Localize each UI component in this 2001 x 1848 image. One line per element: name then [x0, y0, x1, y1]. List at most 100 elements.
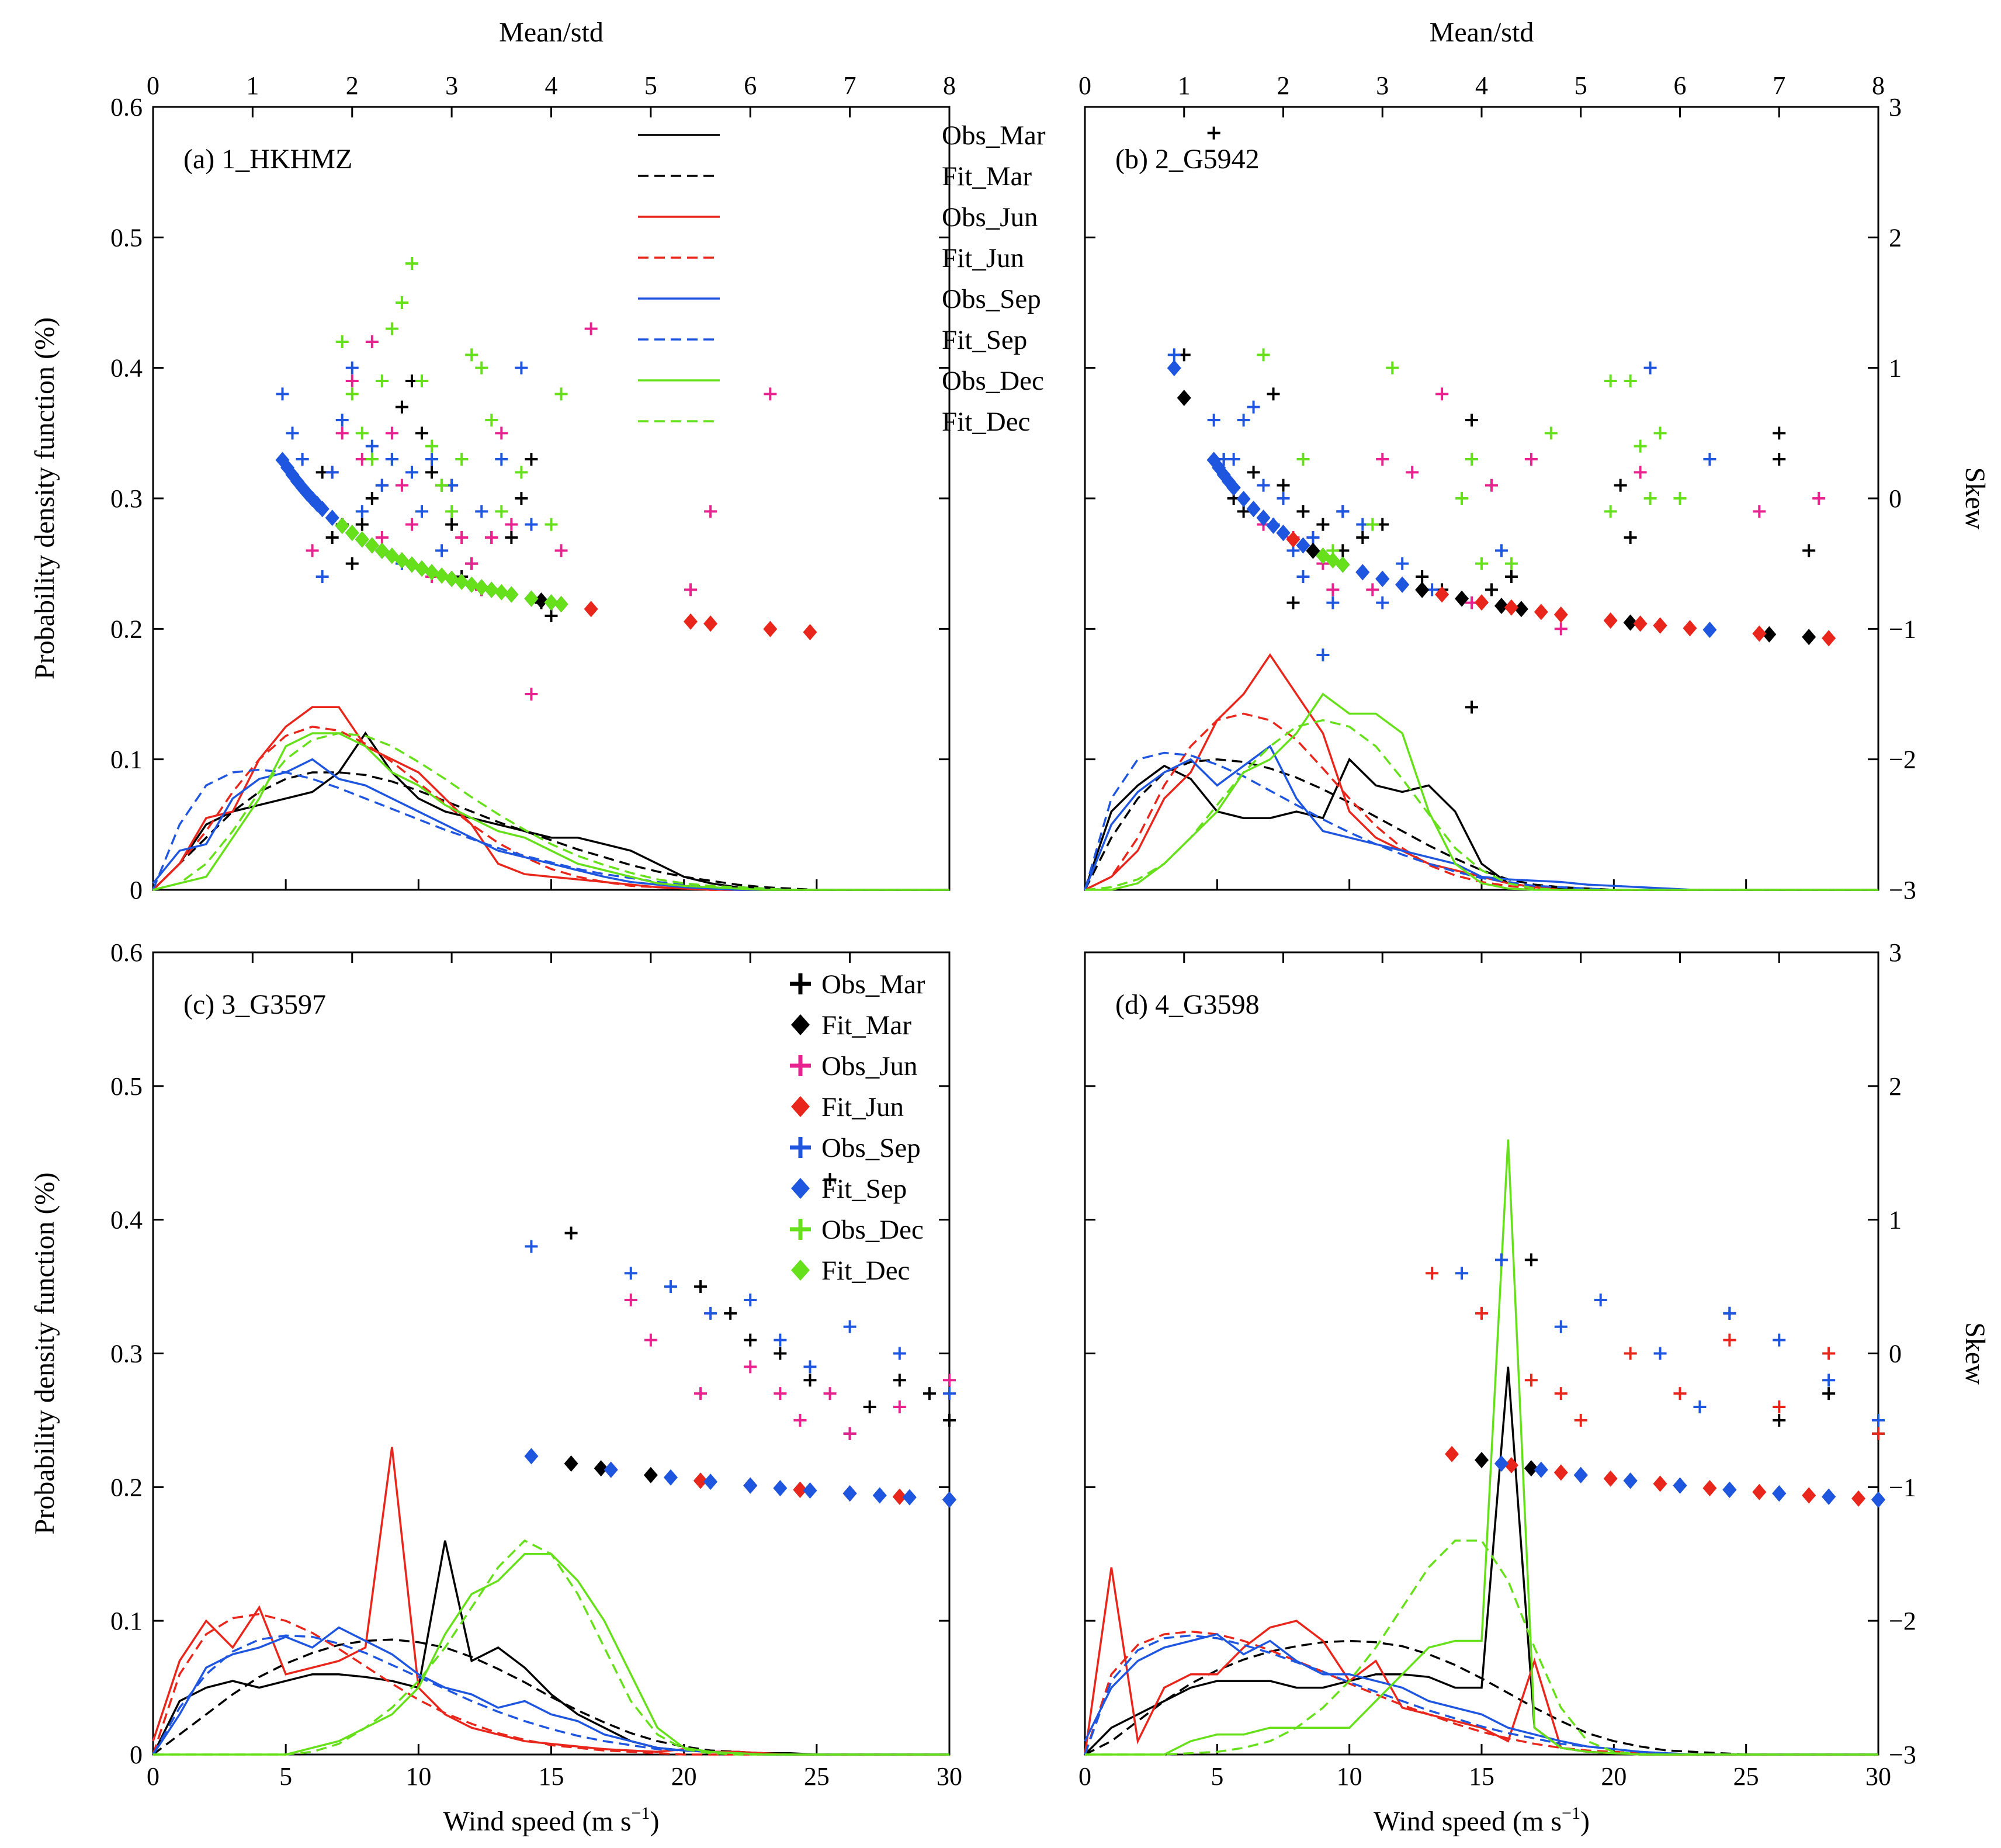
skew-obs-point: [405, 518, 418, 531]
panel-2: 0 1 2 3 4 5 6 7 8 −3 −2 −1 0 1 2 3 Mean/std Skew (b) 2_G59…: [1078, 17, 1990, 904]
x-tick-label: 0: [1078, 1762, 1091, 1791]
skew-fit-point: [355, 531, 369, 548]
y2-tick-label: −3: [1889, 876, 1916, 904]
skew-obs-point: [385, 453, 398, 466]
skew-obs-point: [525, 518, 538, 531]
skew-obs-point: [564, 1226, 578, 1240]
x2-tick-label: 0: [1078, 71, 1091, 100]
x2-tick-label: 8: [1872, 71, 1885, 100]
pdf-line-obs_dec: [152, 732, 949, 891]
skew-fit-point: [1702, 1480, 1717, 1497]
skew-obs-point: [1326, 596, 1340, 609]
skew-obs-point: [554, 387, 568, 401]
skew-fit-point: [524, 590, 539, 607]
skew-fit-point: [663, 1469, 678, 1486]
skew-obs-point: [1624, 375, 1637, 387]
y-tick-label: 0.1: [110, 746, 143, 774]
pdf-line-obs_mar: [152, 731, 949, 891]
pdf-line-obs_sep: [1084, 1633, 1878, 1756]
skew-fit-point: [1534, 604, 1548, 620]
skew-fit-point: [365, 537, 379, 554]
skew-obs-point: [1167, 348, 1181, 362]
skew-obs-point: [1693, 1400, 1707, 1414]
legend-item-fit_dec: Fit_Dec: [791, 1256, 910, 1286]
skew-fit-point: [1266, 517, 1281, 534]
x-tick-label: 10: [1337, 1762, 1362, 1791]
skew-obs-point: [1822, 1347, 1836, 1360]
skew-obs-point: [445, 518, 459, 531]
skew-obs-point: [415, 375, 429, 387]
skew-fit-point: [1802, 1487, 1816, 1504]
skew-obs-point: [1703, 453, 1716, 466]
skew-fit-point: [1306, 542, 1320, 559]
skew-obs-point: [335, 427, 349, 440]
skew-obs-point: [1872, 1413, 1885, 1427]
legend-diamond: [791, 1178, 810, 1199]
skew-obs-point: [1594, 1293, 1607, 1306]
skew-fit-point: [494, 584, 509, 601]
skew-obs-point: [485, 414, 498, 427]
legend-diamond: [791, 1014, 810, 1035]
skew-obs-point: [1604, 505, 1617, 518]
y2-tick-label: −3: [1889, 1740, 1916, 1769]
skew-fit-point: [1683, 620, 1697, 637]
x-axis-label-sup: −1: [1562, 1804, 1580, 1823]
skew-fit-point: [763, 620, 778, 637]
skew-fit-point: [1653, 617, 1667, 634]
pdf-line-obs_mar: [1084, 1367, 1878, 1756]
skew-obs-point: [335, 414, 349, 427]
x-tick-label: 20: [1601, 1762, 1627, 1791]
skew-obs-point: [485, 531, 498, 544]
skew-obs-point: [1773, 1400, 1786, 1414]
legend-label: Obs_Sep: [821, 1133, 921, 1163]
skew-fit-point: [1395, 576, 1410, 593]
skew-obs-point: [1286, 596, 1300, 609]
skew-obs-point: [1812, 492, 1826, 505]
skew-obs-point: [525, 453, 538, 466]
skew-fit-point: [1534, 1461, 1548, 1478]
skew-obs-point: [1306, 531, 1320, 544]
skew-fit-point: [1752, 1483, 1767, 1500]
skew-obs-point: [1554, 1387, 1567, 1400]
x2-tick-label: 5: [1575, 71, 1587, 100]
skew-obs-point: [425, 453, 439, 466]
skew-obs-point: [1455, 1267, 1469, 1280]
y-tick-label: 0.2: [110, 615, 143, 643]
skew-fit-point: [1256, 509, 1271, 526]
y2-tick-label: 1: [1889, 354, 1902, 383]
skew-obs-point: [365, 492, 379, 505]
x2-tick-label: 5: [644, 71, 657, 100]
skew-fit-point: [1296, 537, 1310, 554]
y-tick-label: 0: [130, 876, 143, 904]
skew-obs-point: [803, 1360, 817, 1374]
skew-fit-point: [1623, 1472, 1638, 1489]
legend-item-obs_sep: Obs_Sep: [638, 284, 1041, 314]
skew-obs-point: [375, 375, 389, 387]
skew-fit-point: [743, 1477, 758, 1494]
skew-obs-point: [624, 1267, 637, 1280]
skew-obs-point: [1277, 492, 1290, 505]
skew-obs-point: [375, 531, 389, 544]
skew-fit-point: [872, 1487, 887, 1504]
legend-item-obs_sep: Obs_Sep: [790, 1133, 921, 1163]
skew-fit-point: [534, 592, 549, 609]
skew-obs-point: [515, 361, 528, 375]
skew-obs-point: [1207, 126, 1220, 140]
skew-obs-point: [1643, 492, 1657, 505]
skew-obs-point: [554, 544, 568, 557]
skew-obs-point: [1624, 531, 1637, 544]
skew-fit-point: [544, 594, 559, 611]
x-tick-label: 5: [279, 1762, 292, 1791]
skew-obs-point: [1277, 479, 1290, 492]
skew-obs-point: [325, 466, 339, 479]
skew-obs-point: [823, 1173, 837, 1187]
skew-fit-point: [703, 1473, 718, 1490]
pdf-line-fit_mar: [152, 771, 949, 891]
skew-fit-point: [1177, 390, 1191, 407]
skew-fit-point: [1722, 1481, 1737, 1498]
skew-obs-point: [1574, 1413, 1587, 1427]
skew-obs-point: [505, 531, 518, 544]
skew-fit-point: [1167, 359, 1181, 376]
skew-fit-point: [793, 1481, 807, 1498]
